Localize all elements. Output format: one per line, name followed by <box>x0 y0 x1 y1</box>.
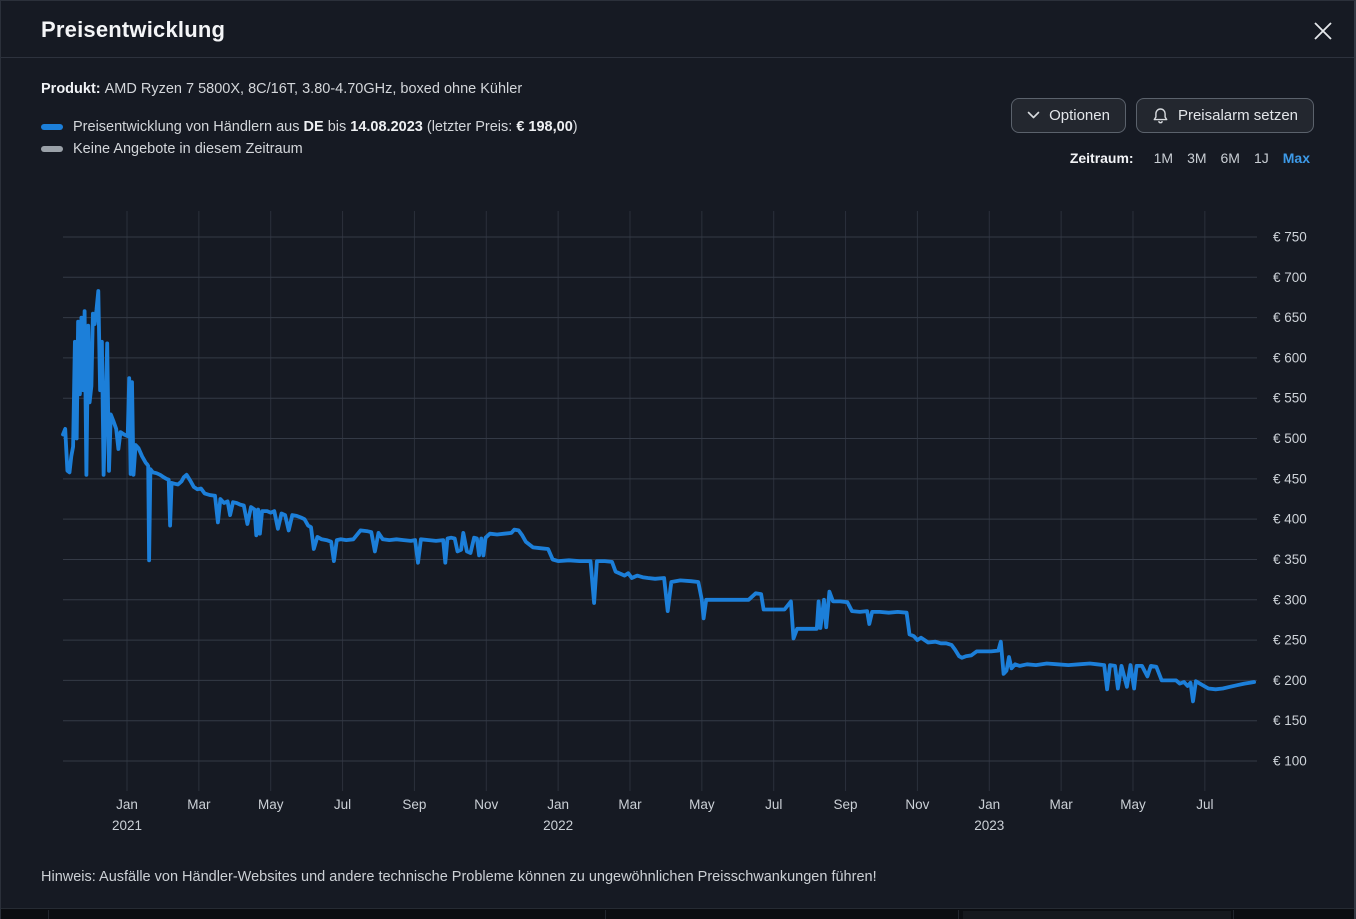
y-tick-label: € 750 <box>1273 230 1307 245</box>
background-page-edge <box>1 908 1354 919</box>
y-tick-label: € 650 <box>1273 310 1307 325</box>
bell-icon <box>1153 107 1168 123</box>
background-page-fragment <box>963 911 1231 919</box>
x-tick-label: Mar <box>187 797 211 812</box>
x-tick-label: Jan <box>116 797 138 812</box>
y-tick-label: € 700 <box>1273 270 1307 285</box>
zeitraum-option-1m[interactable]: 1M <box>1153 150 1174 166</box>
x-year-label: 2022 <box>543 818 573 833</box>
y-tick-label: € 550 <box>1273 391 1307 406</box>
y-tick-label: € 350 <box>1273 552 1307 567</box>
series-swatch <box>41 124 63 130</box>
page-title: Preisentwicklung <box>41 17 226 42</box>
x-year-label: 2021 <box>112 818 142 833</box>
legend-no-offers-text: Keine Angebote in diesem Zeitraum <box>73 141 303 157</box>
zeitraum-option-max[interactable]: Max <box>1282 150 1310 166</box>
legend-no-offers: Keine Angebote in diesem Zeitraum <box>41 141 303 157</box>
x-tick-label: Mar <box>1050 797 1074 812</box>
x-tick-label: Nov <box>905 797 929 812</box>
zeitraum-selector: Zeitraum: 1M 3M 6M 1J Max <box>1070 150 1310 166</box>
no-offers-swatch <box>41 146 63 152</box>
x-year-label: 2023 <box>974 818 1004 833</box>
x-tick-label: Jan <box>978 797 1000 812</box>
x-tick-label: Jul <box>765 797 782 812</box>
zeitraum-option-3m[interactable]: 3M <box>1187 150 1207 166</box>
legend-series-text: Preisentwicklung von Händlern aus DE bis… <box>73 119 578 135</box>
product-name: AMD Ryzen 7 5800X, 8C/16T, 3.80-4.70GHz,… <box>104 81 523 97</box>
x-tick-label: May <box>689 797 715 812</box>
chevron-down-icon <box>1027 111 1040 119</box>
price-alarm-button[interactable]: Preisalarm setzen <box>1135 98 1314 133</box>
product-label: Produkt: <box>41 81 101 97</box>
x-tick-label: Sep <box>402 797 426 812</box>
x-tick-label: May <box>258 797 284 812</box>
x-tick-label: Jul <box>334 797 351 812</box>
zeitraum-option-6m[interactable]: 6M <box>1220 150 1240 166</box>
price-line[interactable] <box>61 289 1256 704</box>
x-tick-label: Jan <box>547 797 569 812</box>
x-tick-label: Jul <box>1196 797 1213 812</box>
close-icon <box>1314 21 1332 40</box>
modal-header: Preisentwicklung <box>1 1 1354 58</box>
y-tick-label: € 600 <box>1273 350 1307 365</box>
x-tick-label: Mar <box>618 797 642 812</box>
y-tick-label: € 300 <box>1273 592 1307 607</box>
zeitraum-label: Zeitraum: <box>1069 150 1134 166</box>
hinweis-note: Hinweis: Ausfälle von Händler-Websites u… <box>41 869 877 885</box>
y-tick-label: € 100 <box>1273 754 1307 769</box>
product-line: Produkt: AMD Ryzen 7 5800X, 8C/16T, 3.80… <box>41 81 522 97</box>
y-tick-label: € 400 <box>1273 512 1307 527</box>
toolbar: Optionen Preisalarm setzen <box>1011 98 1314 133</box>
y-tick-label: € 250 <box>1273 633 1307 648</box>
x-tick-label: Sep <box>834 797 858 812</box>
y-tick-label: € 150 <box>1273 713 1307 728</box>
options-button[interactable]: Optionen <box>1011 98 1126 133</box>
zeitraum-option-1j[interactable]: 1J <box>1253 150 1269 166</box>
x-tick-label: Nov <box>474 797 498 812</box>
close-button[interactable] <box>1310 19 1336 45</box>
y-tick-label: € 500 <box>1273 431 1307 446</box>
legend-series: Preisentwicklung von Händlern aus DE bis… <box>41 119 578 135</box>
y-tick-label: € 200 <box>1273 673 1307 688</box>
y-tick-label: € 450 <box>1273 471 1307 486</box>
x-tick-label: May <box>1120 797 1146 812</box>
